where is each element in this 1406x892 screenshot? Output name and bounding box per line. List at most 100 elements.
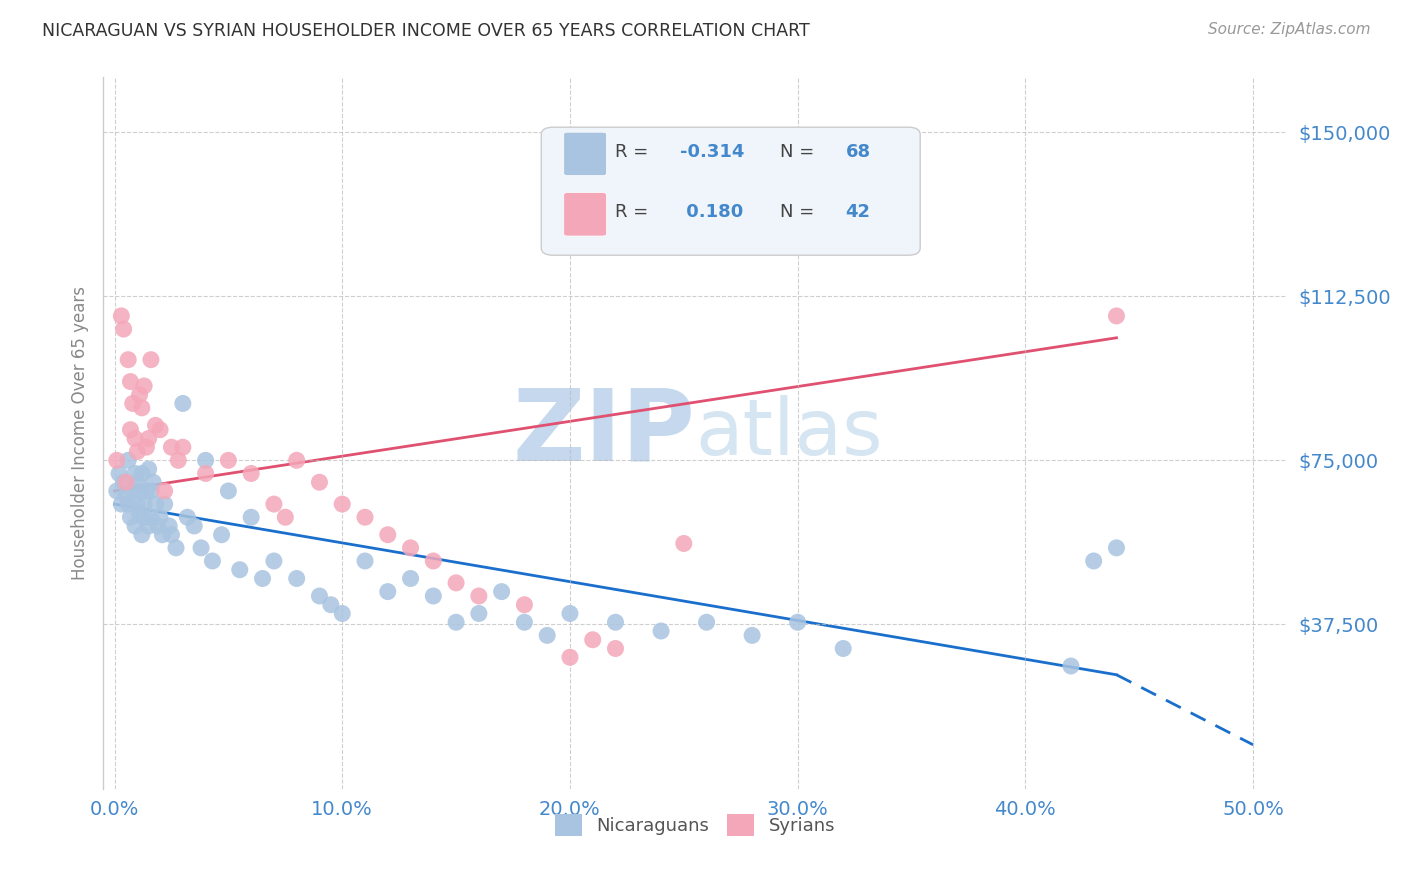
Point — [422, 589, 444, 603]
Point — [121, 483, 143, 498]
Legend: Nicaraguans, Syrians: Nicaraguans, Syrians — [548, 807, 842, 844]
Point — [229, 563, 252, 577]
Point — [110, 497, 132, 511]
Point — [377, 527, 399, 541]
Point — [330, 607, 353, 621]
Point — [135, 483, 157, 498]
Text: -0.314: -0.314 — [681, 143, 744, 161]
Point — [157, 519, 180, 533]
Point — [536, 628, 558, 642]
Point — [696, 615, 718, 630]
FancyBboxPatch shape — [541, 128, 920, 255]
Point — [120, 375, 142, 389]
Point — [194, 467, 217, 481]
Point — [183, 519, 205, 533]
FancyBboxPatch shape — [564, 132, 606, 176]
Point — [1105, 309, 1128, 323]
Point — [650, 624, 672, 638]
Point — [134, 497, 156, 511]
Point — [422, 554, 444, 568]
Point — [124, 467, 146, 481]
Point — [150, 527, 173, 541]
Point — [399, 541, 422, 555]
Point — [117, 453, 139, 467]
Point — [149, 423, 172, 437]
Point — [105, 453, 128, 467]
Point — [354, 510, 377, 524]
Text: 42: 42 — [845, 203, 870, 221]
Point — [513, 598, 536, 612]
Point — [121, 396, 143, 410]
Text: R =: R = — [614, 143, 654, 161]
Point — [513, 615, 536, 630]
Point — [558, 650, 581, 665]
Point — [741, 628, 763, 642]
Point — [285, 453, 308, 467]
Point — [115, 488, 138, 502]
Point — [131, 401, 153, 415]
Point — [285, 572, 308, 586]
Point — [172, 440, 194, 454]
Point — [330, 497, 353, 511]
Point — [194, 453, 217, 467]
Point — [354, 554, 377, 568]
Point — [444, 615, 467, 630]
Point — [240, 467, 263, 481]
Point — [146, 519, 169, 533]
Point — [139, 483, 162, 498]
Point — [211, 527, 233, 541]
Point — [145, 497, 167, 511]
Point — [240, 510, 263, 524]
Text: N =: N = — [780, 143, 821, 161]
Point — [582, 632, 605, 647]
Point — [172, 396, 194, 410]
Point — [399, 572, 422, 586]
FancyBboxPatch shape — [564, 193, 606, 236]
Text: NICARAGUAN VS SYRIAN HOUSEHOLDER INCOME OVER 65 YEARS CORRELATION CHART: NICARAGUAN VS SYRIAN HOUSEHOLDER INCOME … — [42, 22, 810, 40]
Point — [217, 483, 239, 498]
Point — [263, 554, 285, 568]
Point — [786, 615, 808, 630]
Point — [605, 641, 627, 656]
Point — [127, 497, 149, 511]
Point — [108, 467, 131, 481]
Point — [110, 309, 132, 323]
Point — [139, 510, 162, 524]
Point — [252, 572, 274, 586]
Point — [153, 483, 176, 498]
Point — [149, 510, 172, 524]
Text: 0.180: 0.180 — [681, 203, 742, 221]
Text: Source: ZipAtlas.com: Source: ZipAtlas.com — [1208, 22, 1371, 37]
Point — [120, 423, 142, 437]
Point — [117, 497, 139, 511]
Point — [176, 510, 198, 524]
Point — [1060, 659, 1083, 673]
Point — [832, 641, 855, 656]
Point — [134, 510, 156, 524]
Point — [134, 379, 156, 393]
Y-axis label: Householder Income Over 65 years: Householder Income Over 65 years — [72, 286, 89, 580]
Text: atlas: atlas — [695, 395, 883, 471]
Point — [127, 475, 149, 490]
Point — [120, 510, 142, 524]
Point — [145, 418, 167, 433]
Point — [319, 598, 342, 612]
Point — [468, 607, 491, 621]
Point — [112, 322, 135, 336]
Point — [263, 497, 285, 511]
Point — [160, 527, 183, 541]
Point — [1083, 554, 1105, 568]
Point — [112, 475, 135, 490]
Point — [142, 475, 165, 490]
Point — [1105, 541, 1128, 555]
Point — [138, 462, 160, 476]
Point — [128, 387, 150, 401]
Point — [117, 352, 139, 367]
Point — [605, 615, 627, 630]
Point — [128, 483, 150, 498]
Point — [124, 519, 146, 533]
Point — [190, 541, 212, 555]
Point — [672, 536, 695, 550]
Text: 68: 68 — [845, 143, 870, 161]
Text: R =: R = — [614, 203, 654, 221]
